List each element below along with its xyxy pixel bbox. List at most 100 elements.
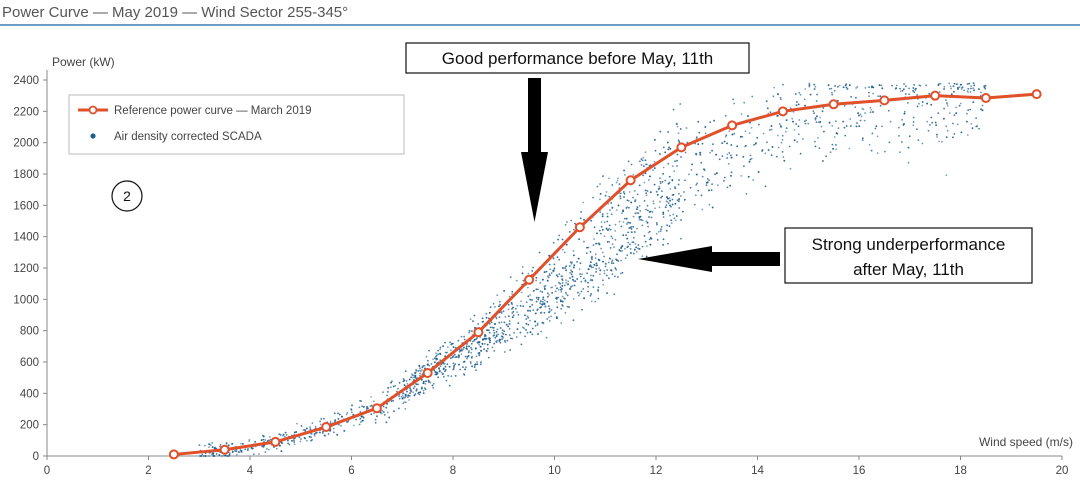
scada-point [539,282,542,284]
scada-point [819,116,822,119]
scada-point [605,191,608,193]
marker-2-label: 2 [123,188,131,204]
scada-point [587,268,590,271]
scada-point [680,237,682,240]
scada-point [386,394,388,397]
scada-point [723,179,725,182]
scada-point [622,234,625,236]
scada-point [959,102,962,105]
scada-point [602,283,605,286]
scada-point [568,231,571,233]
scada-point [730,156,733,159]
scada-point [479,345,482,348]
scada-point [714,173,716,176]
scada-point [845,86,848,89]
scada-point [319,431,321,434]
scada-point [439,348,441,351]
scada-point [807,122,810,125]
scada-point [679,103,682,105]
scada-point [415,389,418,392]
scada-point [669,188,672,190]
scada-point [661,181,664,183]
scada-point [511,337,514,340]
scada-point [345,413,348,416]
scada-point [648,238,651,241]
scada-point [914,89,917,91]
scada-point [570,269,572,271]
scada-point [450,349,452,352]
scada-point [387,391,389,393]
scada-point [476,341,479,344]
scada-point [480,349,482,352]
scada-point [608,177,610,180]
scada-point [859,119,862,122]
scada-point [619,272,622,275]
scada-point [465,345,468,348]
scada-point [457,339,460,342]
scada-point [596,232,598,235]
scada-point [969,91,972,93]
scada-point [442,373,444,375]
scada-point [551,286,554,289]
scada-point [468,330,471,332]
scada-point [593,226,596,229]
scada-point [359,417,362,420]
scada-point [252,453,255,456]
scada-point [876,152,879,155]
scada-point [803,120,806,123]
scada-point [566,294,569,297]
scada-point [453,365,455,367]
scada-point [666,201,669,203]
scada-point [881,125,883,128]
scada-point [595,262,598,265]
scada-point [604,194,607,197]
scada-point [288,443,291,446]
scada-point [815,100,818,102]
scada-point [808,84,811,87]
scada-point [600,221,603,223]
scada-point [266,448,268,450]
scada-point [701,142,704,145]
scada-point [428,349,430,352]
scada-point [283,435,286,438]
scada-point [614,230,617,232]
scada-point [764,185,767,188]
scada-point [535,296,538,299]
scada-point [614,223,617,226]
scada-point [912,121,915,123]
scada-point [525,301,528,303]
scada-point [489,339,491,342]
scada-point [418,391,420,394]
scada-point [581,273,583,276]
reference-curve-point [524,274,535,285]
scada-point [485,316,488,319]
scada-point [581,308,583,311]
scada-point [565,279,567,282]
reference-curve-point [270,436,281,447]
scada-point [708,179,710,182]
scada-point [913,84,916,86]
scada-point [370,404,373,407]
scada-point [398,407,400,410]
scada-point [559,286,562,289]
scada-point [493,342,496,345]
scada-point [509,276,512,278]
scada-point [480,361,482,363]
y-tick-label: 400 [20,388,39,400]
scada-point [679,128,682,130]
scada-point [609,228,612,231]
scada-point [934,121,937,124]
scada-point [635,250,638,253]
scada-point [208,446,210,448]
scada-point [439,365,442,368]
x-tick-label: 20 [1056,465,1069,477]
scada-point [601,215,604,218]
scada-point [697,189,700,192]
scada-point [557,288,560,291]
scada-point [797,133,800,136]
scada-point [813,112,815,114]
scada-point [659,230,662,232]
scada-point [508,334,511,336]
scada-point [542,300,544,303]
scada-point [961,86,964,88]
